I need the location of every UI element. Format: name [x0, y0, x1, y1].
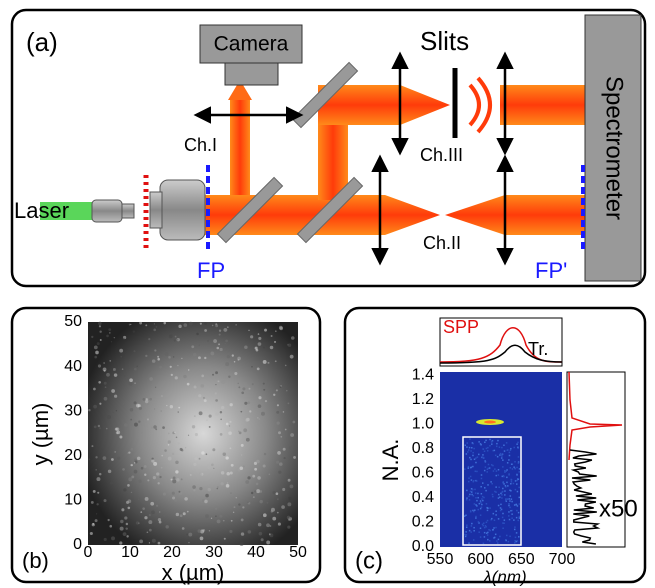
y-tick-label: 0.6 [412, 465, 434, 482]
y-axis-label: N.A. [378, 439, 403, 482]
focal-plane-label: FP [197, 258, 225, 283]
heatmap [440, 372, 562, 547]
y-tick-label: 1.2 [412, 391, 434, 408]
y-tick-label: 1.4 [412, 367, 434, 384]
y-tick-label: 40 [64, 358, 82, 375]
x-axis-label: x (µm) [162, 560, 225, 585]
legend-entry: Tr. [528, 339, 548, 359]
channel-label: Ch.III [420, 145, 463, 165]
channel-label: Ch.II [423, 233, 461, 253]
page: {"panel_a": {"label": "(a)", "camera": "… [0, 0, 655, 588]
x-tick-label: 0 [84, 544, 93, 561]
y-tick-label: 20 [64, 447, 82, 464]
y-axis-label: y (µm) [28, 403, 53, 466]
x-tick-label: 50 [289, 544, 307, 561]
x-tick-label: 40 [247, 544, 265, 561]
slits-label: Slits [420, 26, 469, 56]
scale-note: x50 [599, 495, 638, 522]
y-tick-label: 0 [73, 536, 82, 553]
y-tick-label: 0.8 [412, 440, 434, 457]
focal-plane-label: FP' [535, 258, 567, 283]
panel-label: (b) [22, 548, 49, 573]
y-tick-label: 0.4 [412, 489, 434, 506]
camera-label: Camera [214, 33, 289, 56]
channel-label: Ch.I [184, 135, 217, 155]
laser-label: Laser [14, 198, 69, 223]
y-tick-label: 0.0 [412, 538, 434, 555]
x-tick-label: 600 [467, 551, 494, 568]
panel-label: (c) [355, 547, 383, 574]
legend-entry: SPP [443, 317, 479, 337]
x-tick-label: 30 [205, 544, 223, 561]
y-tick-label: 30 [64, 402, 82, 419]
spectrometer-label: Spectrometer [601, 76, 628, 220]
x-tick-label: 700 [549, 551, 576, 568]
x-axis-label: λ(nm) [482, 567, 526, 586]
y-tick-label: 10 [64, 492, 82, 509]
y-tick-label: 1.0 [412, 416, 434, 433]
spp-spot-core [484, 421, 496, 424]
y-tick-label: 0.2 [412, 514, 434, 531]
panel-label: (a) [26, 27, 58, 57]
y-tick-label: 50 [64, 313, 82, 330]
x-tick-label: 20 [163, 544, 181, 561]
x-tick-label: 650 [508, 551, 535, 568]
figure: (a) Camera Slits Spectrometer Laser Ch.I… [0, 0, 655, 588]
x-tick-label: 10 [121, 544, 139, 561]
